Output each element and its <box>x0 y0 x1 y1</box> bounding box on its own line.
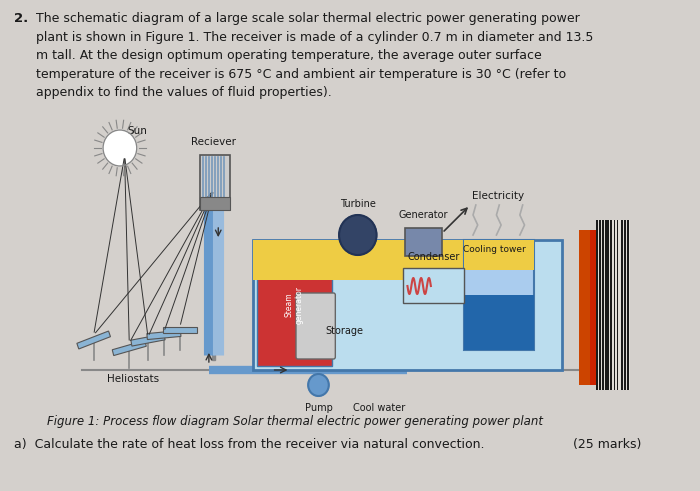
Text: Cool water: Cool water <box>354 403 405 413</box>
FancyBboxPatch shape <box>253 240 487 280</box>
FancyBboxPatch shape <box>112 340 146 355</box>
FancyBboxPatch shape <box>463 240 534 350</box>
FancyBboxPatch shape <box>463 240 534 270</box>
FancyBboxPatch shape <box>296 293 335 359</box>
FancyBboxPatch shape <box>253 240 562 370</box>
Circle shape <box>103 130 136 166</box>
FancyBboxPatch shape <box>131 334 165 346</box>
FancyBboxPatch shape <box>618 220 621 390</box>
FancyBboxPatch shape <box>590 230 596 385</box>
FancyBboxPatch shape <box>405 228 442 256</box>
FancyBboxPatch shape <box>211 210 216 360</box>
FancyBboxPatch shape <box>598 220 601 390</box>
Text: Pump: Pump <box>304 403 332 413</box>
FancyBboxPatch shape <box>609 220 610 390</box>
FancyBboxPatch shape <box>626 220 629 390</box>
FancyBboxPatch shape <box>602 220 604 390</box>
FancyBboxPatch shape <box>77 331 111 349</box>
FancyBboxPatch shape <box>626 220 627 390</box>
FancyBboxPatch shape <box>621 220 623 390</box>
Text: Reciever: Reciever <box>191 137 236 147</box>
FancyBboxPatch shape <box>463 295 534 350</box>
FancyBboxPatch shape <box>624 220 626 390</box>
Circle shape <box>339 215 377 255</box>
Text: Storage: Storage <box>325 326 363 336</box>
FancyBboxPatch shape <box>629 220 631 390</box>
Text: Electricity: Electricity <box>472 191 524 201</box>
Text: Heliostats: Heliostats <box>107 374 159 384</box>
FancyBboxPatch shape <box>612 220 615 390</box>
FancyBboxPatch shape <box>610 220 612 390</box>
FancyBboxPatch shape <box>623 220 624 390</box>
Text: Cooling tower: Cooling tower <box>463 245 526 254</box>
FancyBboxPatch shape <box>617 220 618 390</box>
Text: Steam
generator: Steam generator <box>284 286 304 324</box>
FancyBboxPatch shape <box>615 220 617 390</box>
Circle shape <box>308 374 329 396</box>
Text: Generator: Generator <box>398 210 448 220</box>
FancyBboxPatch shape <box>601 220 602 390</box>
FancyBboxPatch shape <box>257 244 332 366</box>
FancyBboxPatch shape <box>596 220 598 390</box>
Text: Sun: Sun <box>127 126 147 136</box>
Text: 2.: 2. <box>14 12 28 25</box>
FancyBboxPatch shape <box>200 197 230 210</box>
FancyBboxPatch shape <box>402 268 463 303</box>
Text: Figure 1: Process flow diagram Solar thermal electric power generating power pla: Figure 1: Process flow diagram Solar the… <box>47 415 542 428</box>
FancyBboxPatch shape <box>147 330 181 340</box>
Text: The schematic diagram of a large scale solar thermal electric power generating p: The schematic diagram of a large scale s… <box>36 12 593 99</box>
Text: Condenser: Condenser <box>407 252 459 262</box>
FancyBboxPatch shape <box>605 220 609 390</box>
Text: (25 marks): (25 marks) <box>573 438 642 451</box>
Text: Turbine: Turbine <box>340 199 376 209</box>
Text: a)  Calculate the rate of heat loss from the receiver via natural convection.: a) Calculate the rate of heat loss from … <box>14 438 484 451</box>
FancyBboxPatch shape <box>200 155 230 210</box>
FancyBboxPatch shape <box>604 220 605 390</box>
FancyBboxPatch shape <box>579 230 590 385</box>
FancyBboxPatch shape <box>163 327 197 333</box>
